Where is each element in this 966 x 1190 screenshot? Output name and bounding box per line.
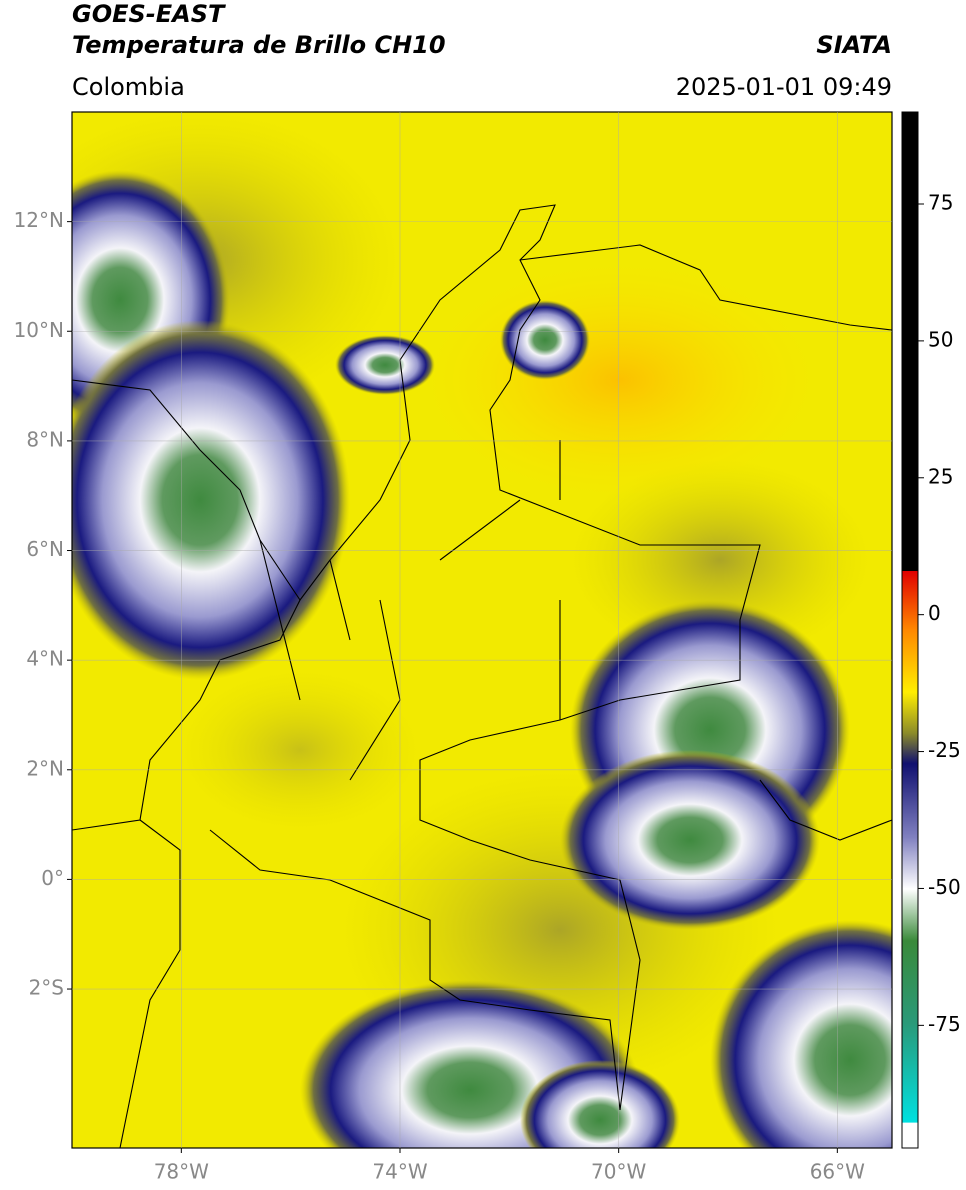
title: GOES-EAST <box>72 0 226 28</box>
x-tick-label: 70°W <box>591 1160 646 1184</box>
colorbar-tick-label: 50 <box>928 327 953 351</box>
y-tick-label: 8°N <box>26 427 64 451</box>
x-tick-label: 66°W <box>810 1160 865 1184</box>
colorbar-tick-label: 25 <box>928 464 953 488</box>
y-tick-label: 12°N <box>14 208 64 232</box>
colorbar-tick-label: 75 <box>928 190 953 214</box>
colorbar-tick-label: -75 <box>928 1012 961 1036</box>
colorbar-tick-label: -25 <box>928 738 961 762</box>
colorbar <box>901 111 919 1149</box>
datetime: 2025-01-01 09:49 <box>676 73 892 101</box>
agency: SIATA <box>816 31 892 59</box>
y-tick-label: 4°N <box>26 647 64 671</box>
region: Colombia <box>72 73 185 101</box>
y-tick-label: 6°N <box>26 537 64 561</box>
y-tick-label: 10°N <box>14 318 64 342</box>
colorbar-tick-label: -50 <box>928 875 961 899</box>
map-frame <box>71 111 893 1149</box>
y-tick-label: 2°S <box>29 976 64 1000</box>
x-tick-label: 78°W <box>154 1160 209 1184</box>
y-tick-label: 0° <box>41 866 64 890</box>
colorbar-tick-label: 0 <box>928 601 941 625</box>
x-tick-label: 74°W <box>372 1160 427 1184</box>
y-tick-label: 2°N <box>26 756 64 780</box>
satellite-image <box>72 112 892 1148</box>
subtitle: Temperatura de Brillo CH10 <box>72 31 446 59</box>
